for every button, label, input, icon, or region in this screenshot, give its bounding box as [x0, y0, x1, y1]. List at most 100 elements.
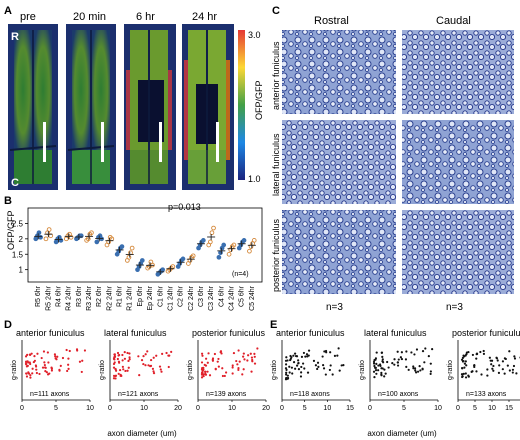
scatter-point	[372, 360, 376, 364]
scatter-point	[511, 371, 514, 374]
scatter-point	[26, 353, 29, 356]
panel-b-category-label: R1 6hr	[117, 285, 124, 307]
scatter-point	[284, 363, 288, 366]
scatter-point	[513, 357, 517, 360]
x-axis-label: axon diameter (um)	[367, 429, 437, 438]
scatter-point	[253, 352, 256, 356]
scatter-point	[513, 355, 516, 358]
scatter-point	[213, 352, 217, 356]
scatter-point	[123, 351, 126, 354]
x-tick-label: 20	[262, 405, 270, 412]
scatter-point	[504, 357, 507, 361]
scatter-point	[373, 376, 376, 379]
x-tick-label: 15	[346, 405, 354, 412]
scatter-point	[380, 351, 383, 354]
scatter-point	[486, 374, 489, 377]
x-tick-label: 0	[280, 405, 284, 412]
scatter-point	[47, 361, 50, 364]
x-tick-label: 0	[108, 405, 112, 412]
panel-b-point	[209, 230, 215, 236]
scatter-point	[340, 364, 343, 367]
panel-b-point	[46, 227, 52, 232]
scatter-point	[486, 368, 489, 371]
scatter-point	[416, 370, 420, 373]
scatter-point	[380, 367, 383, 370]
scatter-point	[284, 373, 288, 376]
n-axons-label: n=133 axons	[466, 391, 507, 398]
scatter-point	[410, 351, 413, 354]
scatter-point	[29, 374, 32, 377]
scatter-point	[121, 359, 124, 362]
scatter-point	[386, 360, 389, 364]
scatter-point	[76, 349, 79, 352]
scatter-point	[473, 365, 476, 369]
scatter-point	[325, 351, 328, 354]
scatter-point	[295, 355, 299, 358]
scatter-point	[429, 370, 432, 373]
scatter-point	[46, 373, 50, 376]
scatter-point	[205, 357, 208, 360]
scatter-point	[431, 348, 434, 351]
colorbar-min: 1.0	[248, 174, 261, 184]
scatter-point	[53, 353, 57, 356]
scatter-point	[117, 372, 120, 375]
scatter-point	[488, 356, 491, 359]
scatter-point	[413, 367, 417, 370]
scatter-point	[165, 351, 168, 355]
scatter-point	[405, 365, 408, 368]
scatter-point	[236, 363, 239, 366]
scatter-point	[512, 364, 516, 368]
scatter-point	[413, 353, 416, 356]
scatter-point	[249, 352, 252, 355]
scatter-point	[28, 361, 31, 364]
scatter-point	[414, 369, 417, 372]
scatter-point	[415, 348, 419, 351]
scatter-point	[289, 358, 292, 362]
scatter-point	[242, 352, 245, 355]
scatter-point	[114, 368, 117, 371]
scatter-point	[337, 347, 340, 350]
scatter-point	[242, 355, 245, 358]
scatter-point	[204, 372, 207, 375]
scatter-point	[238, 360, 241, 363]
scatter-point	[235, 359, 238, 363]
scatter-point	[407, 368, 410, 371]
scatter-point	[30, 352, 33, 355]
scatter-point	[291, 372, 294, 375]
x-tick-label: 5	[473, 405, 477, 412]
scatter-point	[161, 352, 164, 355]
panel-b-point	[85, 236, 91, 242]
scatter-point	[396, 364, 400, 367]
panel-b-category-label: Ep 24hr	[147, 285, 154, 310]
panel-b-point	[247, 248, 252, 254]
scatter-point	[399, 356, 402, 359]
scatter-point	[149, 364, 152, 368]
x-axis-label: axon diameter (um)	[107, 429, 177, 438]
scatter-point	[231, 364, 234, 367]
panel-b-ytick-label: 2.5	[12, 219, 24, 228]
y-axis-label: g-ratio	[11, 360, 18, 380]
x-tick-label: 0	[456, 405, 460, 412]
scatter-point	[243, 358, 246, 361]
scatter-point	[461, 375, 464, 378]
n-label-rostral: n=3	[326, 302, 343, 313]
scatter-point	[307, 349, 311, 352]
scatter-point	[377, 369, 380, 372]
scatter-point	[214, 367, 217, 370]
panel-b-point	[190, 253, 196, 259]
scatter-point	[217, 365, 220, 368]
y-axis-label: g-ratio	[99, 360, 106, 380]
subplot-title: anterior funiculus	[16, 328, 85, 338]
panel-b-point	[160, 267, 166, 273]
scatter-point	[35, 368, 38, 371]
x-tick-label: 5	[303, 405, 307, 412]
scatter-point	[495, 356, 498, 359]
panel-b-point	[94, 239, 100, 245]
scatter-point	[491, 367, 494, 370]
scatter-point	[470, 370, 473, 374]
scatter-point	[503, 372, 506, 375]
scatter-point	[29, 376, 32, 379]
scatter-point	[475, 352, 479, 355]
scatter-point	[31, 372, 34, 375]
panel-letter-a: A	[4, 5, 12, 17]
